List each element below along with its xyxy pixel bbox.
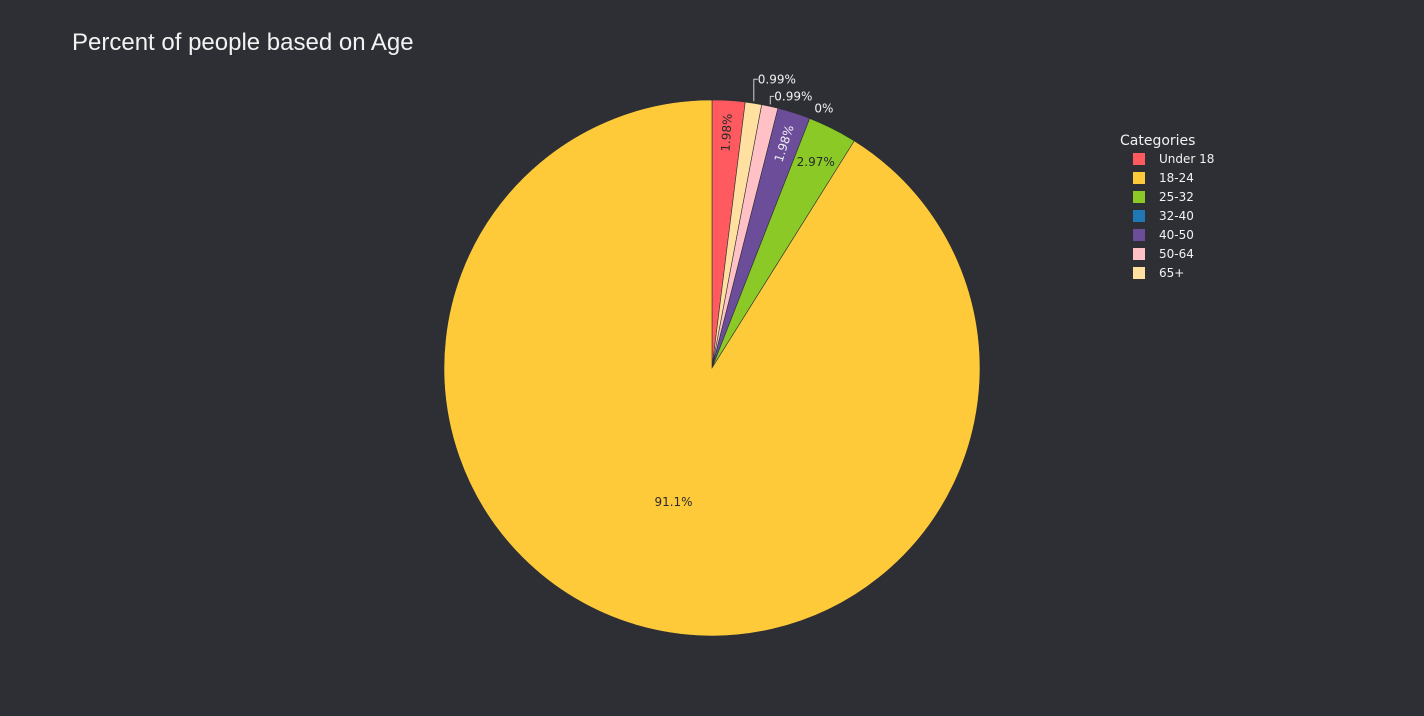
legend-swatch-65[interactable] [1133, 267, 1145, 279]
slice-label-under-18: 1.98% [719, 113, 735, 152]
legend-label-32-40[interactable]: 32-40 [1159, 209, 1194, 223]
slice-label-18-24: 91.1% [654, 495, 692, 509]
legend: Categories Under 18 18-24 25-32 32-40 40-50 5… [1120, 133, 1214, 280]
legend-label-25-32[interactable]: 25-32 [1159, 190, 1194, 204]
legend-swatch-25-32[interactable] [1133, 191, 1145, 203]
legend-swatch-50-64[interactable] [1133, 248, 1145, 260]
legend-swatch-under-18[interactable] [1133, 153, 1145, 165]
slice-label-25-32: 2.97% [797, 155, 835, 169]
pie-slice-18-24[interactable] [443, 99, 981, 637]
legend-label-40-50[interactable]: 40-50 [1159, 228, 1194, 242]
legend-label-50-64[interactable]: 50-64 [1159, 247, 1194, 261]
legend-label-under-18[interactable]: Under 18 [1159, 152, 1214, 166]
chart-title: Percent of people based on Age [72, 29, 414, 56]
pie-slices [443, 99, 981, 637]
slice-label-32-40: 0% [814, 102, 833, 116]
slice-label-50-64: 0.99% [774, 89, 812, 103]
legend-swatch-40-50[interactable] [1133, 229, 1145, 241]
leader-line-50-64 [769, 95, 775, 105]
slice-label-65: 0.99% [758, 72, 796, 86]
leader-line-65 [753, 78, 758, 102]
legend-label-18-24[interactable]: 18-24 [1159, 171, 1194, 185]
legend-swatch-32-40[interactable] [1133, 210, 1145, 222]
legend-swatch-18-24[interactable] [1133, 172, 1145, 184]
legend-label-65[interactable]: 65+ [1159, 266, 1184, 280]
legend-title: Categories [1120, 133, 1195, 149]
